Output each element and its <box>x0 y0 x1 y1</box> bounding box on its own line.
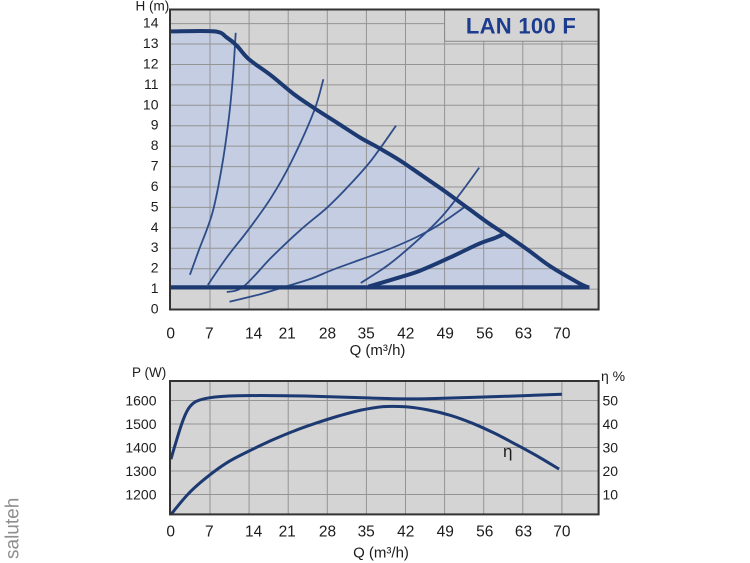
svg-text:70: 70 <box>553 524 571 541</box>
svg-text:42: 42 <box>397 325 414 342</box>
svg-text:21: 21 <box>279 524 296 541</box>
svg-text:13: 13 <box>143 35 159 51</box>
svg-text:0: 0 <box>166 524 175 541</box>
svg-text:6: 6 <box>151 178 159 194</box>
svg-text:saluteh: saluteh <box>3 498 24 559</box>
svg-text:0: 0 <box>151 301 159 317</box>
svg-text:Q (m³/h): Q (m³/h) <box>350 342 406 359</box>
svg-text:4: 4 <box>151 219 159 235</box>
svg-text:η %: η % <box>601 368 625 384</box>
svg-text:1400: 1400 <box>125 440 156 456</box>
svg-text:21: 21 <box>279 325 296 342</box>
svg-text:14: 14 <box>143 15 159 31</box>
svg-text:1500: 1500 <box>125 416 156 432</box>
svg-text:1: 1 <box>151 280 159 296</box>
svg-text:56: 56 <box>476 524 493 541</box>
svg-text:η: η <box>503 442 512 461</box>
svg-text:35: 35 <box>358 325 375 342</box>
svg-text:63: 63 <box>515 524 532 541</box>
svg-text:1200: 1200 <box>125 487 156 503</box>
svg-text:28: 28 <box>319 524 336 541</box>
svg-text:12: 12 <box>143 56 159 72</box>
svg-text:49: 49 <box>437 325 454 342</box>
svg-text:Q (m³/h): Q (m³/h) <box>353 545 409 562</box>
svg-text:40: 40 <box>603 416 619 432</box>
svg-text:63: 63 <box>515 325 532 342</box>
svg-text:3: 3 <box>151 239 159 255</box>
svg-text:42: 42 <box>397 524 414 541</box>
svg-text:35: 35 <box>358 524 375 541</box>
svg-text:50: 50 <box>603 393 619 409</box>
svg-text:14: 14 <box>245 325 263 342</box>
svg-text:7: 7 <box>205 524 214 541</box>
svg-text:LAN 100 F: LAN 100 F <box>466 14 576 39</box>
svg-text:8: 8 <box>151 137 159 153</box>
svg-text:49: 49 <box>437 524 454 541</box>
svg-text:10: 10 <box>603 487 619 503</box>
svg-text:5: 5 <box>151 198 159 214</box>
svg-text:9: 9 <box>151 117 159 133</box>
svg-text:28: 28 <box>319 325 336 342</box>
svg-text:56: 56 <box>476 325 493 342</box>
svg-text:H (m): H (m) <box>136 0 170 14</box>
svg-text:10: 10 <box>143 96 159 112</box>
svg-text:11: 11 <box>144 76 159 92</box>
svg-text:0: 0 <box>166 325 175 342</box>
svg-text:7: 7 <box>151 158 159 174</box>
svg-text:1600: 1600 <box>125 393 156 409</box>
svg-text:30: 30 <box>603 440 619 456</box>
svg-text:2: 2 <box>151 260 159 276</box>
svg-text:70: 70 <box>553 325 571 342</box>
svg-text:7: 7 <box>205 325 214 342</box>
svg-text:P (W): P (W) <box>132 365 166 380</box>
svg-text:1300: 1300 <box>125 463 156 479</box>
svg-text:20: 20 <box>603 463 619 479</box>
svg-text:14: 14 <box>245 524 263 541</box>
